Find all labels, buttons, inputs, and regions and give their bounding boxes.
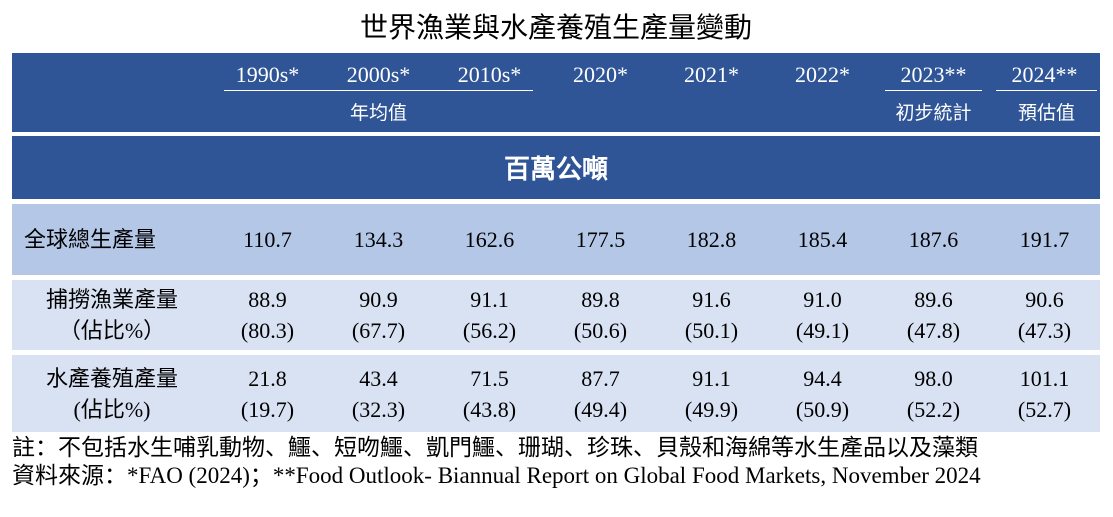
value-cell: 98.0 (52.2): [878, 355, 989, 432]
column-header-2023: 2023**: [900, 62, 967, 87]
value-cell: 110.7: [243, 227, 292, 252]
value: 94.4: [803, 365, 842, 391]
production-table: 1990s* 2000s* 2010s* 2020* 2021* 2022* 2…: [12, 53, 1100, 432]
subheader-estimated-value: 預估值: [996, 90, 1097, 132]
value: 87.7: [581, 365, 620, 391]
row-global-total: 全球總生產量 110.7 134.3 162.6 177.5 182.8 185…: [12, 204, 1100, 275]
pct: (50.1): [684, 318, 739, 343]
pct: (50.6): [573, 318, 628, 343]
pct: (47.8): [906, 318, 961, 343]
value-cell: 185.4: [797, 227, 848, 252]
row-label: 捕撈漁業產量 （佔比%）: [12, 280, 212, 350]
value-cell: 21.8 (19.7): [212, 355, 323, 432]
value: 91.1: [692, 365, 731, 391]
value-cell: 88.9 (80.3): [212, 280, 323, 350]
value-cell: 71.5 (43.8): [434, 355, 545, 432]
value: 43.4: [359, 365, 398, 391]
pct: (67.7): [351, 318, 406, 343]
value: 21.8: [248, 365, 287, 391]
value-cell: 94.4 (50.9): [767, 355, 878, 432]
pct: (43.8): [462, 396, 517, 422]
value-cell: 182.8: [686, 227, 737, 252]
column-header-2022: 2022*: [795, 62, 850, 87]
value: 91.6: [692, 287, 731, 312]
row-label-line1: 捕撈漁業產量: [45, 287, 178, 312]
row-capture-fisheries: 捕撈漁業產量 （佔比%） 88.9 (80.3) 90.9 (67.7) 91.…: [12, 280, 1100, 350]
value-cell: 162.6: [464, 227, 515, 252]
pct: (32.3): [351, 396, 406, 422]
column-header-2024: 2024**: [1011, 62, 1078, 87]
row-label-line2: (佔比%): [73, 396, 151, 422]
value-cell: 134.3: [353, 227, 404, 252]
subheader-preliminary-statistics: 初步統計: [885, 90, 982, 132]
value: 71.5: [470, 365, 509, 391]
value-cell: 91.1 (56.2): [434, 280, 545, 350]
column-header-2021: 2021*: [684, 62, 739, 87]
value: 88.9: [248, 287, 287, 312]
footnote-source: 資料來源：*FAO (2024)；**Food Outlook- Biannua…: [12, 463, 981, 488]
page-title: 世界漁業與水產養殖生產量變動: [359, 13, 752, 44]
pct: (50.9): [795, 396, 850, 422]
value: 91.1: [470, 287, 509, 312]
pct: (52.7): [1017, 396, 1072, 422]
value: 90.6: [1025, 287, 1064, 312]
column-header-1990s: 1990s*: [235, 62, 300, 87]
subheader-annual-average: 年均值: [224, 90, 533, 132]
unit-banner: 百萬公噸: [12, 136, 1100, 199]
value-cell: 101.1 (52.7): [989, 355, 1100, 432]
value: 101.1: [1019, 365, 1070, 391]
value: 91.0: [803, 287, 842, 312]
pct: (52.2): [906, 396, 961, 422]
value-cell: 91.6 (50.1): [656, 280, 767, 350]
pct: (49.1): [795, 318, 850, 343]
value: 98.0: [914, 365, 953, 391]
row-label: 全球總生產量: [24, 227, 157, 252]
value-cell: 191.7: [1019, 227, 1070, 252]
row-label: 水產養殖產量 (佔比%): [12, 355, 212, 432]
value-cell: 43.4 (32.3): [323, 355, 434, 432]
row-label-line2: （佔比%）: [58, 318, 166, 343]
value-cell: 90.9 (67.7): [323, 280, 434, 350]
pct: (47.3): [1017, 318, 1072, 343]
value-cell: 89.6 (47.8): [878, 280, 989, 350]
value-cell: 91.0 (49.1): [767, 280, 878, 350]
value-cell: 187.6: [908, 227, 959, 252]
value-cell: 91.1 (49.9): [656, 355, 767, 432]
value-cell: 87.7 (49.4): [545, 355, 656, 432]
value: 90.9: [359, 287, 398, 312]
row-aquaculture: 水產養殖產量 (佔比%) 21.8 (19.7) 43.4 (32.3) 71.…: [12, 355, 1100, 432]
pct: (49.9): [684, 396, 739, 422]
value-cell: 177.5: [575, 227, 626, 252]
value: 89.8: [581, 287, 620, 312]
value: 89.6: [914, 287, 953, 312]
pct: (49.4): [573, 396, 628, 422]
value-cell: 90.6 (47.3): [989, 280, 1100, 350]
pct: (56.2): [462, 318, 517, 343]
value-cell: 89.8 (50.6): [545, 280, 656, 350]
table-header: 1990s* 2000s* 2010s* 2020* 2021* 2022* 2…: [12, 53, 1100, 132]
footnote-exclusions: 註：不包括水生哺乳動物、鱷、短吻鱷、凱門鱷、珊瑚、珍珠、貝殼和海綿等水生產品以及…: [12, 435, 978, 460]
column-header-2010s: 2010s*: [457, 62, 522, 87]
table-footnotes: 註：不包括水生哺乳動物、鱷、短吻鱷、凱門鱷、珊瑚、珍珠、貝殼和海綿等水生產品以及…: [12, 434, 1108, 490]
pct: (80.3): [240, 318, 295, 343]
column-header-2000s: 2000s*: [346, 62, 411, 87]
column-header-2020: 2020*: [573, 62, 628, 87]
row-label-line1: 水產養殖產量: [45, 365, 178, 391]
pct: (19.7): [240, 396, 295, 422]
